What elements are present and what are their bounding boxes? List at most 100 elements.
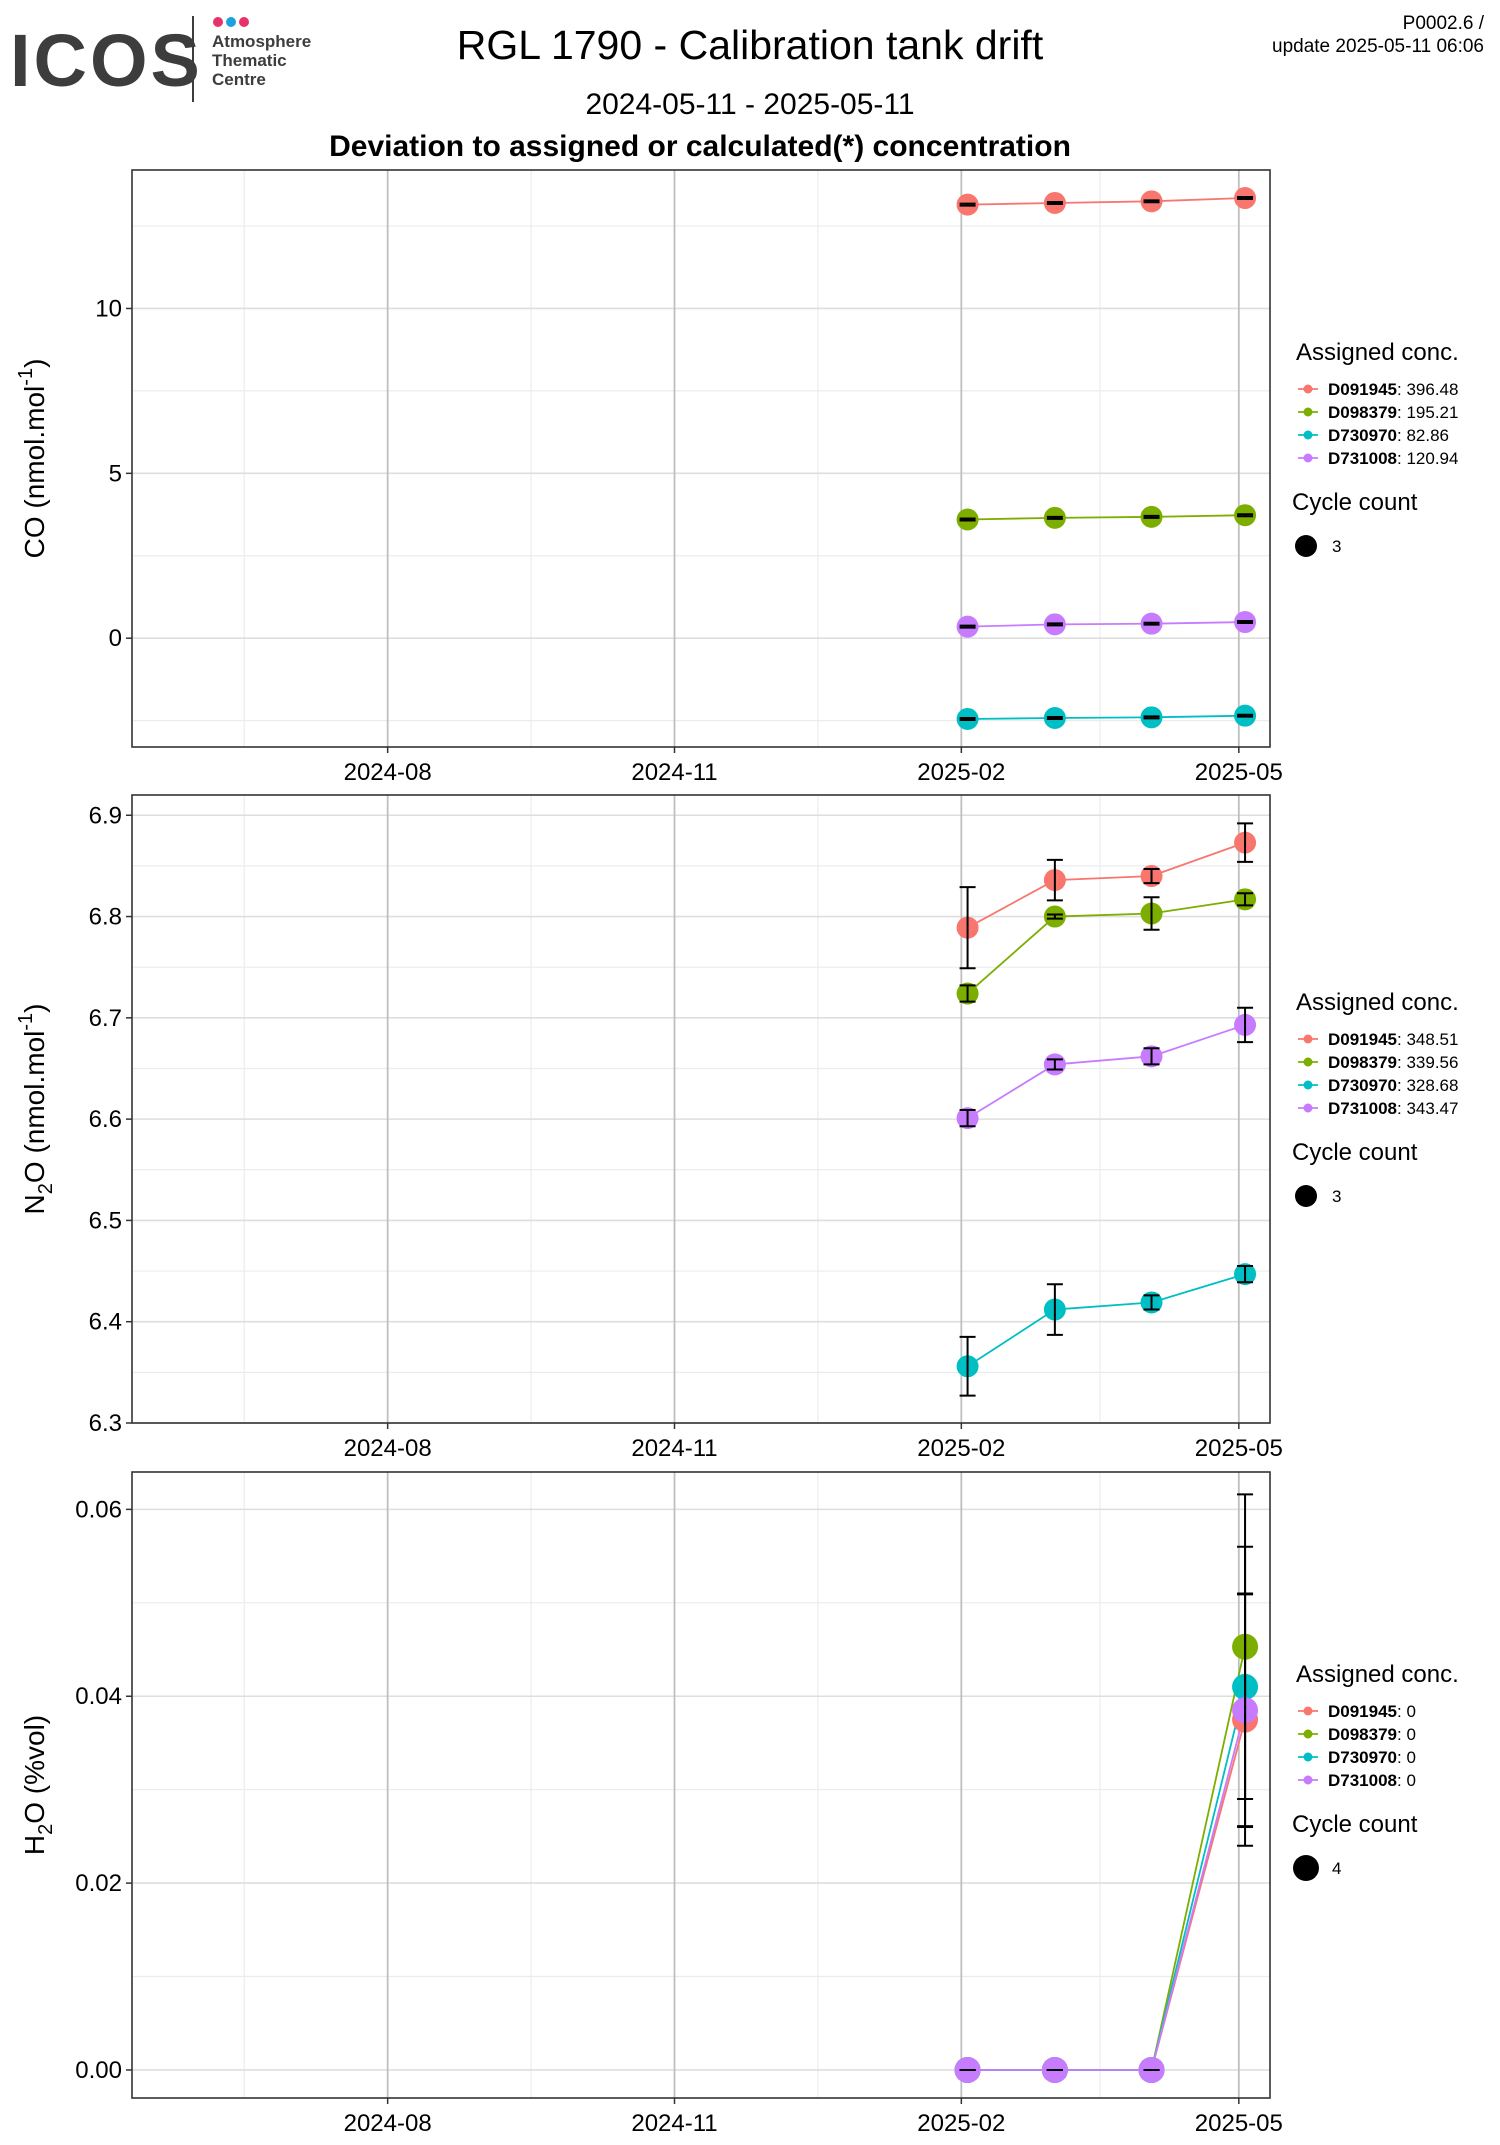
legend-item-D730970: D730970: 328.68 (1328, 1076, 1458, 1095)
legend-key-point (1303, 1775, 1313, 1785)
legend-title: Assigned conc. (1296, 989, 1459, 1016)
y-axis-label: CO (nmol.mol-1) (15, 359, 50, 559)
legend-item-name: D098379 (1328, 1053, 1397, 1072)
legend-item-name: D091945 (1328, 1702, 1397, 1721)
legend-size-title: Cycle count (1292, 1811, 1418, 1838)
legend-item-D730970: D730970: 82.86 (1328, 426, 1449, 445)
y-tick-label: 0.06 (75, 1496, 122, 1523)
series-line-D098379 (967, 514, 1246, 521)
series-line-D730970 (967, 714, 1246, 720)
legend-item-name: D730970 (1328, 426, 1397, 445)
ylabel-sub: 2 (35, 1183, 57, 1194)
ylabel-main: CO (nmol.mol (19, 386, 50, 559)
legend-item-value: : 328.68 (1397, 1076, 1458, 1095)
y-tick-label: 0.04 (75, 1683, 122, 1710)
series-line-D091945 (967, 841, 1246, 929)
legend-item-name: D731008 (1328, 1771, 1397, 1790)
chart-subtitle: Deviation to assigned or calculated(*) c… (329, 130, 1071, 163)
panel-1: 6.3 6.4 6.5 6.6 6.7 6.8 6.9 2024-08 2024-11 2025-… (15, 794, 1459, 1462)
panel-border (131, 169, 1271, 748)
logo-dot-2 (226, 17, 236, 27)
ylabel-end: ) (19, 359, 50, 368)
logo-subtext-3: Centre (212, 70, 266, 89)
version-line-2: update 2025-05-11 06:06 (1272, 36, 1484, 57)
legend-key-point (1303, 1729, 1313, 1739)
legend-item-value: : 396.48 (1397, 380, 1458, 399)
series-line-D731008 (967, 1024, 1246, 1119)
legend-item-name: D098379 (1328, 1725, 1397, 1744)
legend-size-point (1293, 1855, 1319, 1881)
y-tick-label: 10 (95, 295, 122, 322)
series-line-D731008 (967, 621, 1246, 628)
x-tick-label: 2025-02 (917, 759, 1005, 786)
legend-item-name: D731008 (1328, 1099, 1397, 1118)
legend-item-name: D091945 (1328, 380, 1397, 399)
legend-key-point (1303, 1080, 1313, 1090)
logo-dot-3 (239, 17, 249, 27)
date-range: 2024-05-11 - 2025-05-11 (585, 88, 915, 121)
y-tick-label: 5 (109, 460, 122, 487)
legend-key-point (1303, 407, 1313, 417)
y-tick-label: 0.00 (75, 2057, 122, 2084)
legend-size-value: 4 (1332, 1859, 1341, 1878)
legend-item-value: : 348.51 (1397, 1030, 1458, 1049)
legend-key-point (1303, 1103, 1313, 1113)
legend-item-D731008: D731008: 120.94 (1328, 449, 1458, 468)
legend-item-name: D098379 (1328, 403, 1397, 422)
legend-size-title: Cycle count (1292, 1139, 1418, 1166)
y-axis-label: N2O (nmol.mol-1) (15, 1004, 57, 1215)
x-tick-label: 2025-05 (1195, 1435, 1283, 1462)
y-tick-label: 0 (109, 625, 122, 652)
legend-item-name: D091945 (1328, 1030, 1397, 1049)
x-tick-label: 2024-08 (344, 759, 432, 786)
legend-item-name: D730970 (1328, 1076, 1397, 1095)
x-tick-label: 2025-02 (917, 2110, 1005, 2137)
y-tick-label: 6.5 (89, 1207, 122, 1234)
legend-item-D091945: D091945: 348.51 (1328, 1030, 1458, 1049)
legend-title: Assigned conc. (1296, 1661, 1459, 1688)
legend-item-name: D730970 (1328, 1748, 1397, 1767)
legend-item-value: : 339.56 (1397, 1053, 1458, 1072)
ylabel-main: O (%vol) (19, 1715, 50, 1824)
series-line-D091945 (967, 197, 1246, 206)
ylabel-pre: N (19, 1194, 50, 1214)
icos-logo: ICOS Atmosphere Thematic Centre (10, 16, 311, 102)
legend-size-value: 3 (1332, 1187, 1341, 1206)
legend-item-value: : 82.86 (1397, 426, 1449, 445)
y-tick-label: 6.6 (89, 1106, 122, 1133)
legend-item-D098379: D098379: 339.56 (1328, 1053, 1458, 1072)
ylabel-pre: H (19, 1835, 50, 1855)
legend-item-D098379: D098379: 0 (1328, 1725, 1416, 1744)
x-tick-label: 2025-05 (1195, 759, 1283, 786)
y-tick-label: 6.4 (89, 1309, 122, 1336)
legend-item-D098379: D098379: 195.21 (1328, 403, 1458, 422)
legend-item-D091945: D091945: 396.48 (1328, 380, 1458, 399)
panel-border (131, 794, 1271, 1424)
legend-item-value: : 195.21 (1397, 403, 1458, 422)
legend-size-point (1295, 535, 1317, 557)
legend-item-value: : 343.47 (1397, 1099, 1458, 1118)
legend-key-point (1303, 1752, 1313, 1762)
y-tick-label: 6.3 (89, 1410, 122, 1437)
legend-title: Assigned conc. (1296, 339, 1459, 366)
legend-item-D731008: D731008: 343.47 (1328, 1099, 1458, 1118)
y-tick-label: 0.02 (75, 1870, 122, 1897)
legend-key-point (1303, 453, 1313, 463)
legend-key-point (1303, 1057, 1313, 1067)
legend-size-point (1295, 1185, 1317, 1207)
x-tick-label: 2024-08 (344, 2110, 432, 2137)
legend-item-value: : 0 (1397, 1771, 1416, 1790)
legend-size-title: Cycle count (1292, 489, 1418, 516)
y-axis-label: H2O (%vol) (19, 1715, 57, 1855)
legend-item-value: : 0 (1397, 1748, 1416, 1767)
y-tick-label: 6.7 (89, 1005, 122, 1032)
series-line-D730970 (967, 1273, 1246, 1368)
x-tick-label: 2024-11 (631, 1435, 717, 1462)
legend-key-point (1303, 384, 1313, 394)
panel-2: 0.00 0.02 0.04 0.06 2024-08 2024-11 2025-02 202… (19, 1471, 1459, 2137)
version-line-1: P0002.6 / (1402, 13, 1484, 34)
ylabel-main: O (nmol.mol (19, 1031, 50, 1183)
x-tick-label: 2025-05 (1195, 2110, 1283, 2137)
ylabel-sub: 2 (35, 1824, 57, 1835)
legend-item-D730970: D730970: 0 (1328, 1748, 1416, 1767)
